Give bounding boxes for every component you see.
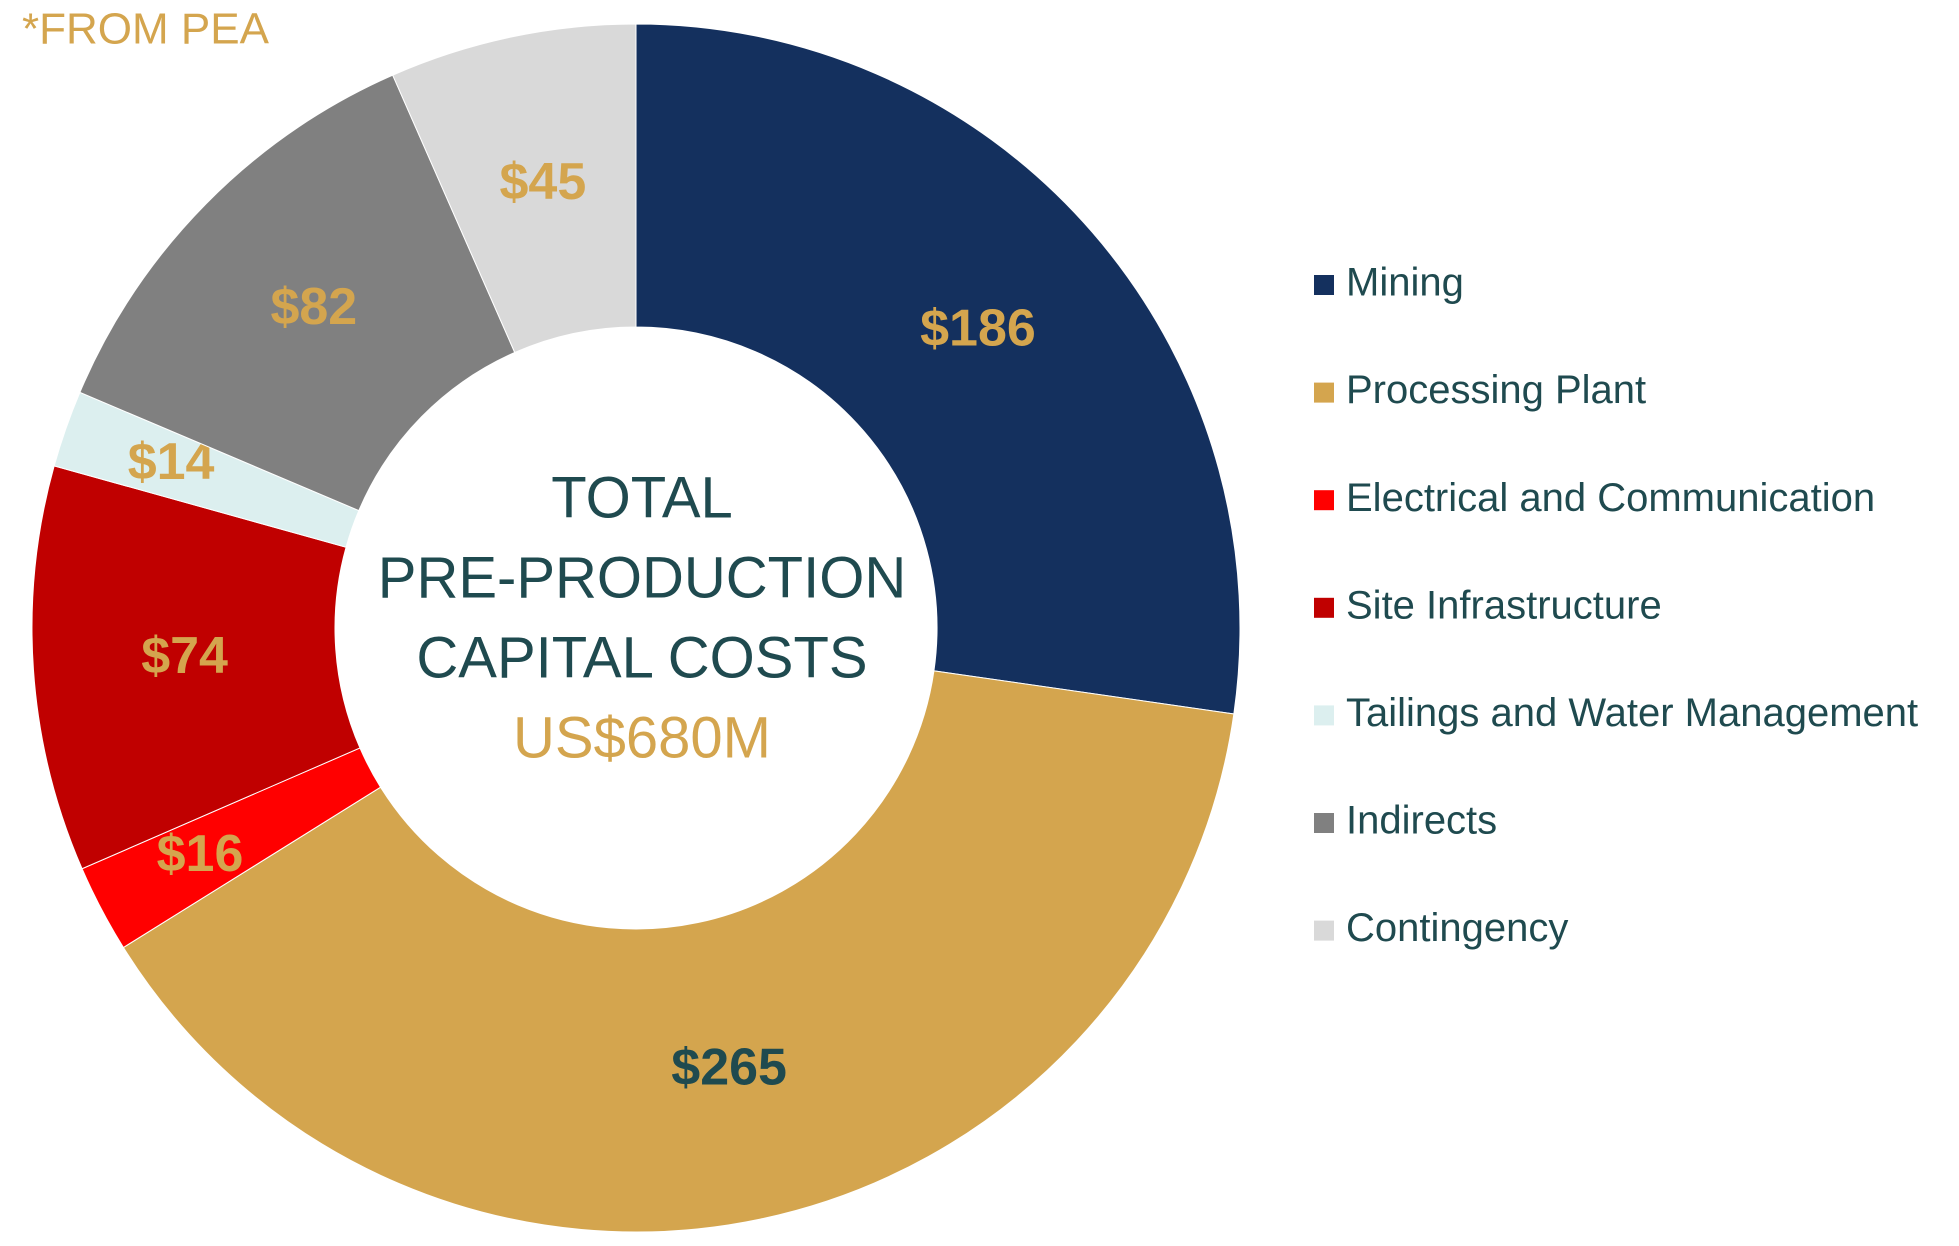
legend-swatch bbox=[1314, 490, 1334, 511]
center-text: CAPITAL COSTS bbox=[416, 625, 867, 690]
note: *FROM PEA bbox=[22, 5, 270, 54]
legend-swatch bbox=[1314, 705, 1334, 726]
donut-slice bbox=[79, 74, 516, 512]
center-text: TOTAL bbox=[551, 465, 733, 530]
legend-swatch bbox=[1314, 597, 1334, 618]
data-label: $74 bbox=[141, 627, 228, 685]
legend-swatch bbox=[1314, 275, 1334, 295]
legend-swatch bbox=[1314, 920, 1334, 941]
legend-label: Electrical and Communication bbox=[1346, 476, 1875, 520]
donut-slice bbox=[635, 23, 1241, 715]
legend-label: Contingency bbox=[1346, 906, 1568, 950]
donut-slice bbox=[392, 23, 637, 354]
data-label: $265 bbox=[671, 1039, 787, 1097]
data-label: $16 bbox=[157, 825, 244, 883]
center-total: US$680M bbox=[513, 705, 771, 770]
center-text: PRE-PRODUCTION bbox=[378, 545, 906, 610]
legend-label: Site Infrastructure bbox=[1346, 583, 1662, 627]
data-label: $186 bbox=[920, 299, 1036, 357]
data-label: $45 bbox=[499, 153, 586, 211]
legend-swatch bbox=[1314, 382, 1334, 403]
legend-label: Indirects bbox=[1346, 799, 1497, 843]
data-label: $82 bbox=[270, 278, 357, 336]
legend-swatch bbox=[1314, 813, 1334, 833]
legend-label: Mining bbox=[1346, 261, 1464, 305]
donut-slice bbox=[31, 465, 361, 870]
donut-slice bbox=[122, 670, 1235, 1233]
legend-label: Tailings and Water Management bbox=[1346, 691, 1918, 735]
legend-label: Processing Plant bbox=[1346, 368, 1646, 412]
